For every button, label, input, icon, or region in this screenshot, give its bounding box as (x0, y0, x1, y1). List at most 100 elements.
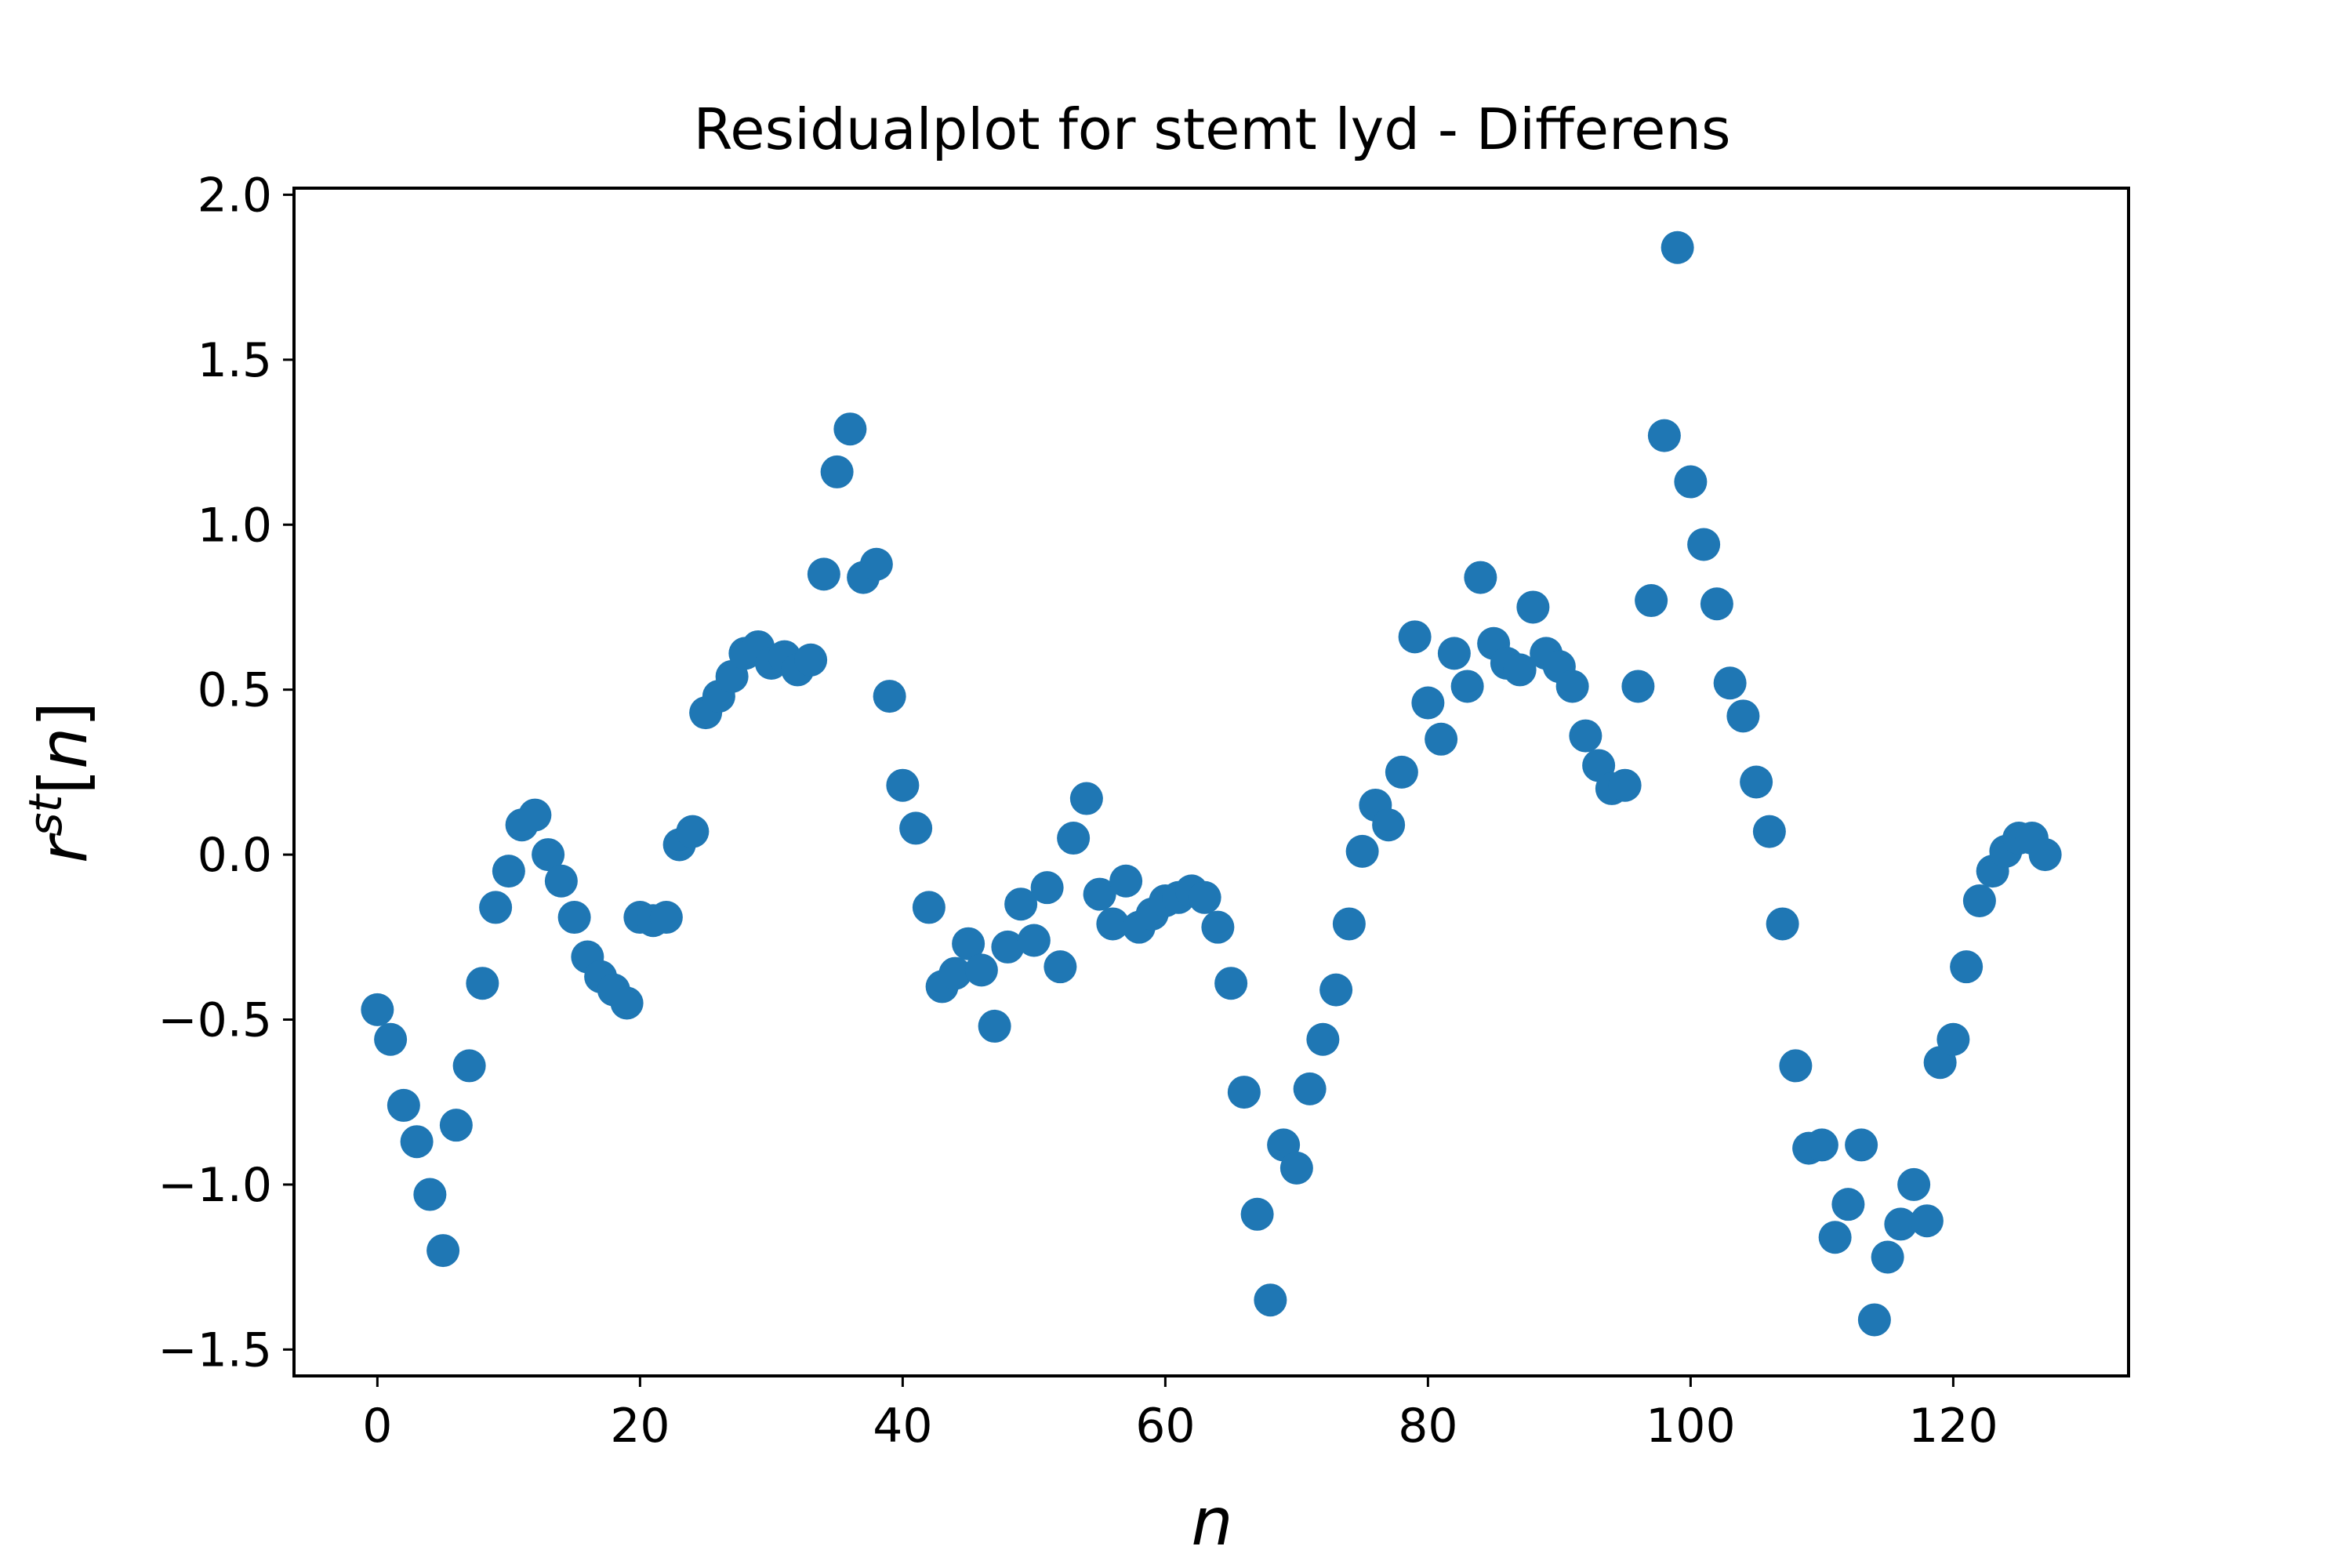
y-tick-label: −1.5 (158, 1323, 272, 1377)
data-point (439, 1109, 473, 1142)
y-axis-label: rst[n] (19, 702, 102, 863)
data-point (938, 956, 972, 990)
data-point (1398, 620, 1432, 654)
data-point (1752, 815, 1786, 848)
data-point (952, 927, 985, 960)
y-axis-ticks: −1.5 −1.0 −0.5 0.0 0.5 1.0 1.5 2.0 (158, 168, 294, 1377)
data-point (1962, 884, 1996, 917)
data-point (886, 768, 920, 802)
y-axis-label-close-bracket: ] (25, 702, 102, 728)
data-point (1069, 782, 1103, 815)
x-tick-label: 0 (362, 1399, 392, 1454)
data-point (1201, 910, 1235, 944)
data-point (1555, 670, 1589, 703)
data-point (649, 901, 683, 935)
data-point (833, 412, 867, 446)
data-point (807, 557, 840, 591)
data-point (1608, 768, 1642, 802)
y-tick-label: 0.0 (198, 828, 272, 883)
y-tick-label: −1.0 (158, 1158, 272, 1213)
data-point (1227, 1076, 1261, 1109)
data-point (1057, 822, 1091, 855)
data-point (676, 815, 710, 848)
data-point (1437, 637, 1471, 670)
data-point (1096, 907, 1130, 941)
data-point (1884, 1207, 1918, 1241)
data-point (1818, 1221, 1852, 1254)
data-point (492, 855, 525, 888)
y-axis-label-open-bracket: [ (25, 769, 102, 795)
y-axis-label-superscript: st (19, 793, 72, 836)
x-axis-label: n (1191, 1483, 1232, 1560)
data-point (400, 1125, 434, 1159)
data-point (610, 986, 644, 1020)
data-point (532, 838, 565, 872)
data-point (859, 547, 893, 581)
data-point (1188, 880, 1221, 914)
x-tick-label: 80 (1398, 1399, 1457, 1454)
data-point (1674, 465, 1708, 499)
data-point (1372, 808, 1406, 842)
data-point (1740, 765, 1773, 799)
data-point (1293, 1072, 1327, 1105)
data-point (1569, 719, 1602, 753)
y-axis-label-index: n (25, 728, 102, 769)
chart-title: Residualplot for stemt lyd - Differens (694, 96, 1731, 162)
data-point (1345, 834, 1379, 868)
data-point (466, 967, 499, 1000)
y-tick-label: 0.5 (198, 663, 272, 718)
data-point (374, 1022, 408, 1056)
data-point (1503, 653, 1537, 687)
data-point (1713, 666, 1747, 700)
data-point (452, 1049, 486, 1083)
data-point (912, 891, 946, 924)
data-point (1044, 950, 1077, 984)
data-point (1621, 670, 1655, 703)
data-point (1411, 686, 1445, 720)
x-axis-ticks: 0 20 40 60 80 100 120 (362, 1376, 1998, 1454)
data-point (1254, 1283, 1287, 1317)
data-point (820, 455, 854, 488)
data-point (1857, 1303, 1891, 1337)
y-tick-label: 2.0 (198, 168, 272, 223)
data-point (544, 864, 578, 898)
data-point (1950, 950, 1984, 984)
data-point (1017, 924, 1051, 957)
data-point (1845, 1128, 1878, 1162)
data-point (1805, 1128, 1838, 1162)
data-point (1831, 1188, 1865, 1221)
x-tick-label: 120 (1908, 1399, 1998, 1454)
data-point (361, 993, 394, 1026)
data-point (518, 798, 552, 832)
data-point (1726, 699, 1760, 733)
data-point (1306, 1022, 1340, 1056)
data-point (557, 901, 591, 935)
data-point (413, 1178, 447, 1211)
data-point (1279, 1151, 1313, 1185)
data-point (426, 1234, 460, 1268)
data-point (978, 1009, 1011, 1043)
x-tick-label: 40 (873, 1399, 932, 1454)
data-point (1779, 1049, 1813, 1083)
data-points (361, 230, 2062, 1337)
data-point (899, 811, 933, 845)
data-point (873, 680, 906, 713)
data-point (1910, 1204, 1944, 1238)
data-point (1635, 584, 1668, 618)
data-point (1897, 1167, 1931, 1201)
data-point (1450, 670, 1484, 703)
data-point (1109, 864, 1143, 898)
data-point (1936, 1022, 1970, 1056)
y-tick-label: 1.0 (198, 498, 272, 553)
x-tick-label: 60 (1135, 1399, 1195, 1454)
data-point (964, 953, 998, 987)
y-axis-label-base: r (25, 833, 102, 863)
data-point (1464, 561, 1497, 594)
data-point (1030, 871, 1064, 905)
data-point (479, 891, 513, 924)
data-point (1214, 967, 1248, 1000)
data-point (1647, 419, 1681, 452)
data-point (1083, 877, 1116, 911)
x-tick-label: 100 (1646, 1399, 1736, 1454)
